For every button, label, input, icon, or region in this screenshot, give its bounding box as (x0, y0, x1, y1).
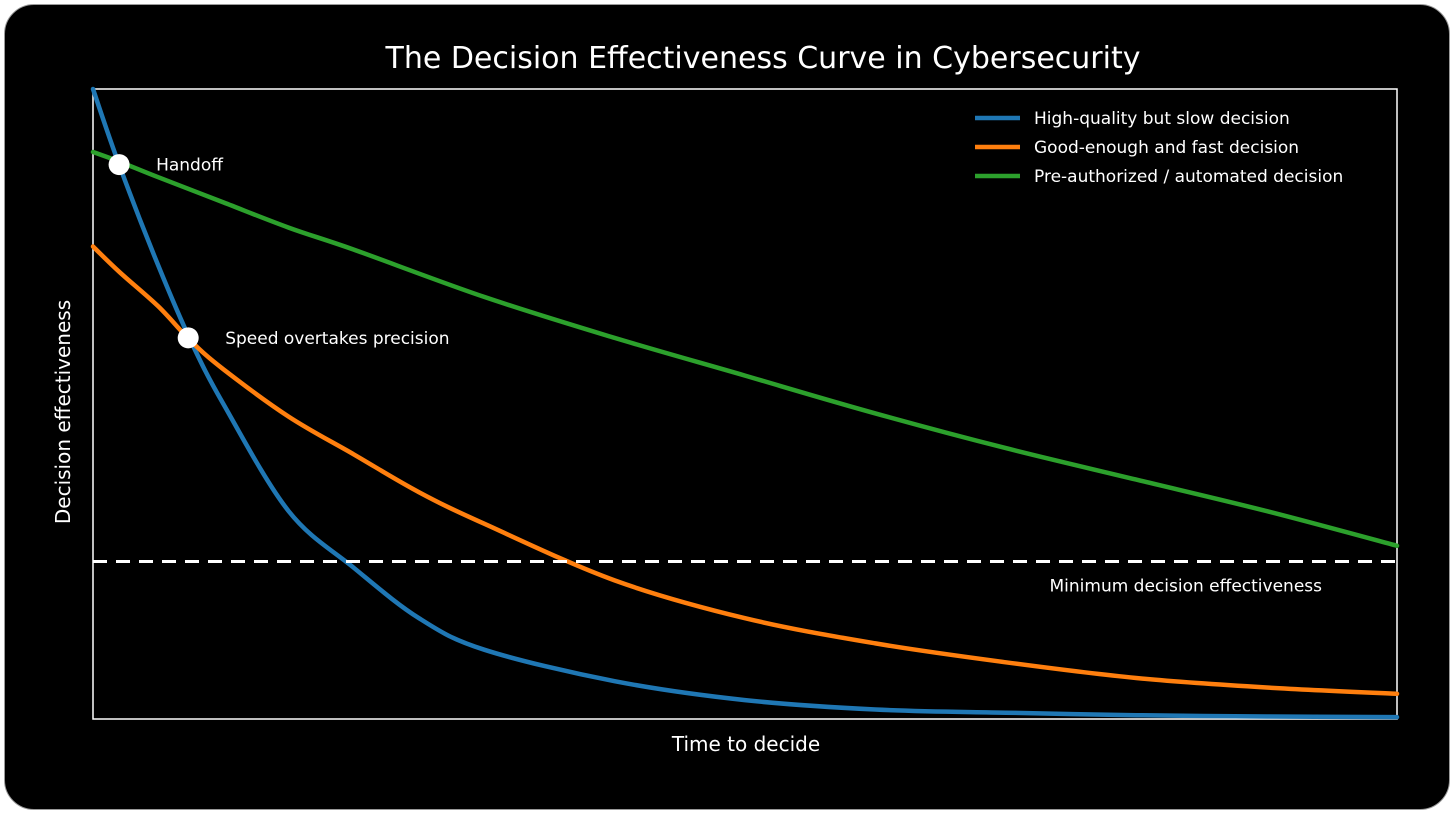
legend-label-3: Pre-authorized / automated decision (1034, 167, 1343, 187)
annotation-label-1: Handoff (156, 156, 224, 176)
series-line-2 (90, 244, 1400, 697)
threshold-layer: Minimum decision effectiveness (93, 560, 1397, 597)
threshold-label: Minimum decision effectiveness (1050, 577, 1323, 597)
legend-label-1: High-quality but slow decision (1034, 109, 1290, 129)
legend: High-quality but slow decision Good-enoug… (975, 109, 1343, 187)
x-axis-label: Time to decide (671, 732, 820, 756)
annotation-marker-1 (108, 154, 130, 176)
legend-label-2: Good-enough and fast decision (1034, 138, 1299, 158)
annotation-label-2: Speed overtakes precision (225, 329, 449, 349)
y-axis-label: Decision effectiveness (51, 300, 75, 524)
marker-layer: Handoff Speed overtakes precision (108, 154, 450, 349)
chart-title: The Decision Effectiveness Curve in Cybe… (385, 41, 1141, 76)
chart-frame (4, 4, 1450, 810)
annotation-marker-2 (177, 327, 199, 349)
series-line-1 (90, 86, 1400, 720)
plot-area (92, 88, 1398, 720)
series-line-3 (90, 149, 1400, 549)
